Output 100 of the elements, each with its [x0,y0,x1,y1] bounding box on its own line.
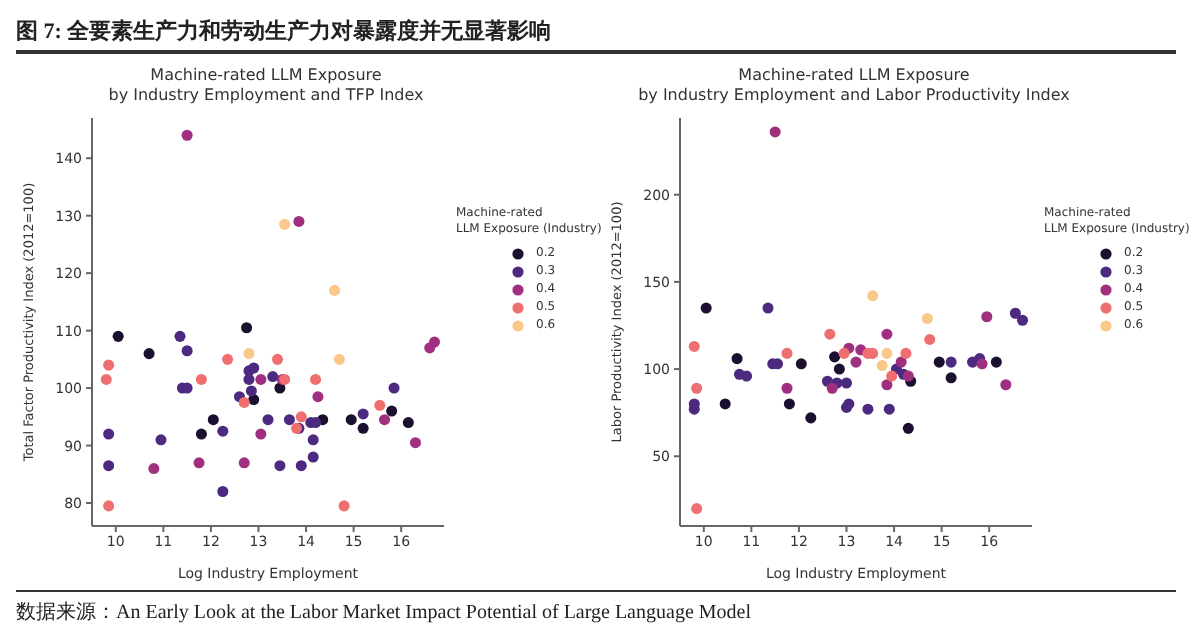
point [307,434,319,446]
chart-title: Machine-rated LLM Exposure by Industry Employment and Labor Productivity Index [636,66,1072,106]
point [838,347,850,359]
point [181,345,193,357]
point [283,414,295,426]
point [881,379,893,391]
point [195,373,207,385]
point [829,351,841,363]
point [307,451,319,463]
point [805,412,817,424]
point [238,396,250,408]
point [781,382,793,394]
point [769,126,781,138]
point [1009,307,1021,319]
point [945,356,957,368]
point [310,373,322,385]
point [388,382,400,394]
point [691,503,703,515]
point [338,500,350,512]
point [241,322,253,334]
point [981,311,993,323]
point [267,371,279,383]
point [902,422,914,434]
point [103,460,115,472]
point [357,422,369,434]
point [850,356,862,368]
point [862,403,874,415]
point [271,353,284,365]
point [274,460,286,472]
point [238,457,250,469]
point [881,347,893,359]
point [217,486,229,498]
point [402,417,414,429]
point [195,428,207,440]
point [255,428,267,440]
point [428,336,441,348]
point [1000,379,1012,391]
point [103,500,115,512]
point [245,385,257,397]
point [103,428,115,440]
point [924,333,936,345]
point [295,460,307,472]
point [762,302,774,314]
point [731,353,743,365]
point [255,373,267,385]
point [409,437,421,449]
point [1016,314,1029,326]
point [148,463,160,475]
point [741,370,753,382]
point [312,391,324,403]
point [990,356,1002,368]
point [243,348,255,360]
point [833,363,845,375]
point [143,348,155,360]
point [900,347,912,359]
point [293,215,305,227]
point [262,414,274,426]
point [174,330,186,342]
source-note: 数据来源：An Early Look at the Labor Market Impact Potential of Large Language Model [16,590,1176,626]
point [207,414,219,426]
point [795,358,807,370]
point [222,353,234,365]
point [700,302,712,314]
point [921,313,933,325]
point [933,356,945,368]
point [976,358,988,370]
point [691,382,703,394]
point [886,370,898,382]
caption: 图 7: 全要素生产力和劳动生产力对暴露度并无显著影响 [16,16,1176,54]
point [945,372,957,384]
point [329,284,341,296]
point [883,403,895,415]
point [295,411,307,423]
point [333,353,345,365]
point [826,382,838,394]
chart-title: Machine-rated LLM Exposure by Industry Employment and TFP Index [106,66,426,106]
point [181,129,193,141]
point [193,457,205,469]
point [374,399,386,411]
point [781,347,793,359]
point [876,360,888,372]
point [840,377,853,389]
point [103,359,115,371]
point [357,408,369,420]
point [345,414,357,426]
point [824,328,836,340]
point [783,398,795,410]
point [155,434,167,446]
point [100,373,112,385]
point [248,362,260,374]
point [279,218,291,230]
point [386,405,398,417]
point [379,414,391,426]
point [719,398,731,410]
point [895,356,907,368]
point [688,340,700,352]
point [112,330,124,342]
point [881,328,893,340]
point [217,425,229,437]
point [867,290,879,302]
